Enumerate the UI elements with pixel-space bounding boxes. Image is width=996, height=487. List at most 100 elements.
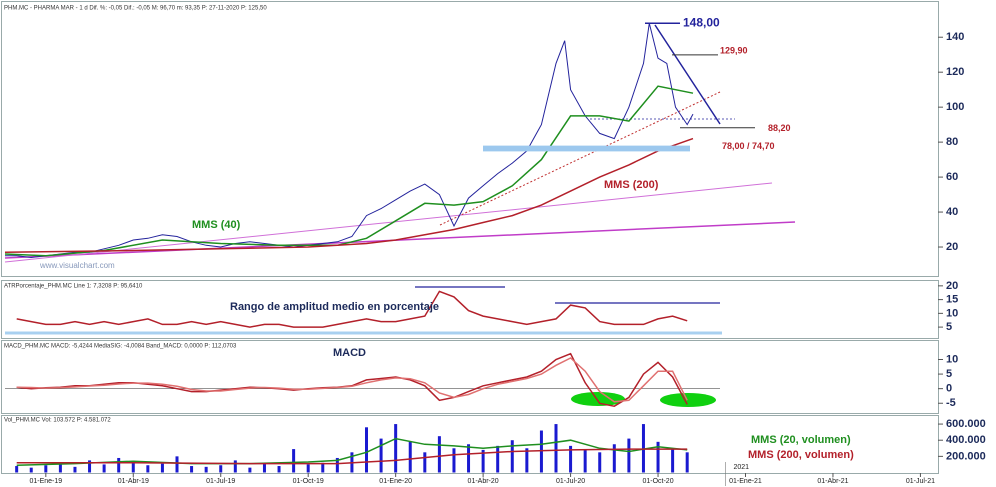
volume-bar	[554, 424, 558, 473]
volume-bar	[583, 449, 587, 473]
volume-bar	[131, 462, 135, 473]
price-frame	[1, 1, 939, 277]
volume-bar	[73, 466, 77, 473]
atr-frame	[1, 280, 939, 339]
volume-bar	[233, 460, 237, 473]
volume-bar	[627, 438, 631, 473]
level-label: 88,20	[768, 123, 791, 133]
y-tick-label: 10	[946, 353, 958, 365]
series-name: MMS (200)	[604, 179, 659, 191]
volume-bar	[277, 466, 281, 473]
volume-bar	[219, 465, 223, 473]
volume-bar	[481, 449, 485, 473]
volume-bar	[525, 448, 529, 473]
volume-bar	[365, 427, 369, 473]
x-tick-label: 01-Ene-19	[29, 478, 62, 485]
y-tick-label: 80	[946, 136, 958, 148]
volume-bar	[29, 467, 33, 473]
volume-bar	[117, 457, 121, 473]
volume-bar	[190, 466, 194, 473]
series-line	[4, 137, 694, 254]
y-tick-label: 15	[946, 294, 958, 306]
panel-header: Vol_PHM.MC Vol: 103.572 P: 4.581.072	[4, 418, 111, 424]
volume-bar	[452, 448, 456, 473]
y-tick-label: 0	[946, 383, 952, 395]
volume-frame	[1, 415, 939, 474]
volume-bar	[88, 460, 92, 473]
series-line	[16, 357, 688, 403]
trend-line	[4, 221, 796, 259]
volume-bar	[379, 438, 383, 473]
y-tick-label: 5	[946, 368, 952, 380]
volume-bar	[671, 448, 675, 473]
volume-bar	[641, 424, 645, 473]
volume-bar	[539, 430, 543, 473]
series-line	[16, 448, 688, 465]
volume-bar	[58, 462, 62, 473]
series-line	[16, 290, 688, 328]
y-tick-label: 10	[946, 307, 958, 319]
volume-bar	[467, 444, 471, 473]
volume-bar	[408, 441, 412, 473]
y-tick-label: -5	[946, 397, 956, 409]
series-name: MMS (20, volumen)	[751, 434, 851, 446]
volume-bar	[423, 452, 427, 473]
volume-bar	[102, 464, 106, 473]
y-tick-label: 400.000	[946, 434, 986, 446]
watermark: www.visualchart.com	[39, 261, 115, 270]
y-tick-label: 140	[946, 31, 964, 43]
x-tick-label: 01-Jul-19	[206, 478, 235, 485]
x-tick-label: 01-Abr-19	[118, 478, 149, 485]
level-label: 129,90	[720, 45, 748, 55]
x-tick-label: 01-Jul-20	[556, 478, 585, 485]
volume-bar	[160, 463, 164, 473]
series-line	[4, 85, 694, 257]
panel-note: MACD	[333, 347, 366, 359]
year-label: 2021	[734, 464, 750, 471]
y-tick-label: 5	[946, 321, 952, 333]
plot: PHM.MC - PHARMA MAR - 1 d Dif. %: -0,05 …	[4, 6, 986, 486]
y-tick-label: 120	[946, 66, 964, 78]
support-band	[483, 145, 690, 152]
volume-bar	[510, 440, 514, 473]
series-name: MMS (40)	[192, 219, 241, 231]
y-tick-label: 20	[946, 241, 958, 253]
volume-bar	[496, 445, 500, 473]
x-tick-label: 01-Jul-21	[906, 478, 935, 485]
trend-line	[4, 182, 773, 263]
volume-bar	[262, 463, 266, 473]
volume-bar	[598, 452, 602, 473]
volume-bar	[175, 456, 179, 473]
y-tick-label: 200.000	[946, 450, 986, 462]
volume-bar	[394, 424, 398, 473]
volume-bar	[335, 457, 339, 473]
x-tick-label: 01-Abr-21	[817, 478, 848, 485]
highlight	[660, 393, 716, 407]
y-tick-label: 60	[946, 171, 958, 183]
volume-bar	[44, 465, 48, 473]
y-tick-label: 40	[946, 206, 958, 218]
x-tick-label: 01-Oct-20	[642, 478, 673, 485]
series-name: MMS (200, volumen)	[748, 449, 854, 461]
volume-bar	[321, 462, 325, 473]
volume-bar	[612, 444, 616, 473]
volume-bar	[437, 436, 441, 473]
x-tick-label: 01-Abr-20	[468, 478, 499, 485]
volume-bar	[204, 466, 208, 473]
volume-bar	[15, 466, 19, 473]
y-tick-label: 600.000	[946, 418, 986, 430]
panel-frames	[1, 1, 939, 474]
panel-header: ATRPorcentaje_PHM.MC Line 1: 7,3208 P: 9…	[4, 284, 143, 290]
series-line	[5, 23, 694, 259]
band-label: 78,00 / 74,70	[722, 141, 775, 151]
volume-bar	[146, 465, 150, 473]
volume-bar	[306, 464, 310, 473]
volume-bar	[248, 467, 252, 473]
panel-header: PHM.MC - PHARMA MAR - 1 d Dif. %: -0,05 …	[4, 6, 267, 12]
y-tick-label: 100	[946, 101, 964, 113]
macd-frame	[1, 340, 939, 414]
trend-line	[654, 24, 721, 125]
x-tick-label: 01-Ene-21	[729, 478, 762, 485]
volume-bar	[656, 441, 660, 473]
